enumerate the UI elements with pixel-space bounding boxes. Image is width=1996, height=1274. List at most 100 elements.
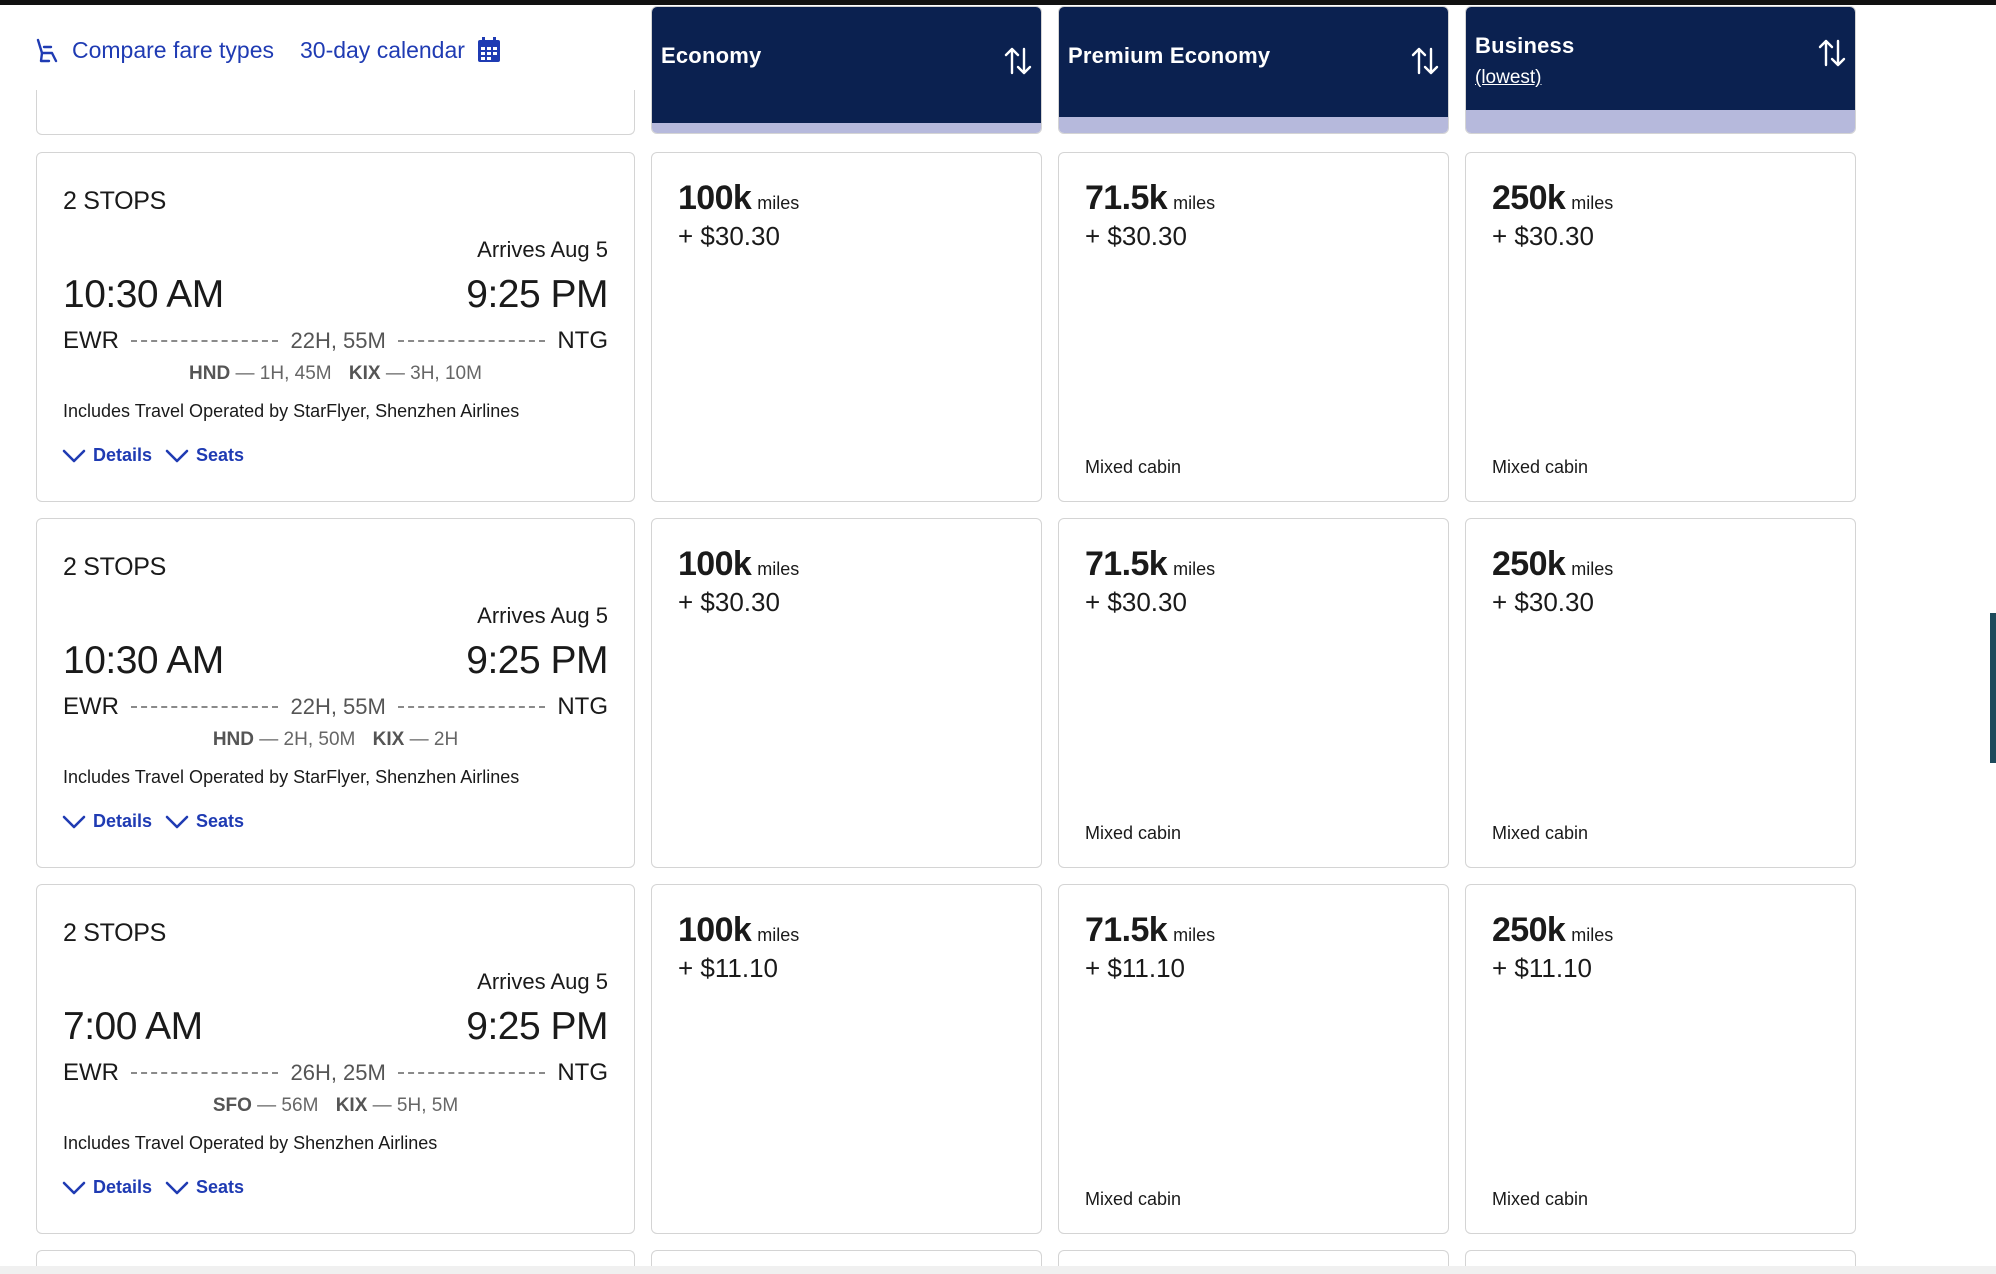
chevron-down-icon (62, 815, 86, 828)
fare-card-premium-economy[interactable]: 71.5k miles + $30.30 Mixed cabin (1058, 152, 1449, 502)
fare-card-premium-economy[interactable]: 71.5k miles + $11.10 Mixed cabin (1058, 884, 1449, 1234)
fare-miles: 100k (678, 545, 752, 583)
fare-card-economy[interactable]: 100k miles + $11.10 (651, 884, 1042, 1234)
flight-card: 2 STOPS Arrives Aug 5 10:30 AM 9:25 PM E… (36, 152, 635, 502)
fare-miles: 71.5k (1085, 179, 1168, 217)
layover-item: HND — 2H, 50M (212, 729, 356, 750)
fare-card-economy[interactable]: 100k miles + $30.30 (651, 518, 1042, 868)
operated-by: Includes Travel Operated by StarFlyer, S… (63, 767, 520, 787)
departure-time: 7:00 AM (63, 1005, 203, 1048)
flight-row: 2 STOPS Arrives Aug 5 10:30 AM 9:25 PM E… (0, 518, 1996, 868)
fare-miles: 250k (1492, 545, 1566, 583)
column-header-business[interactable]: Business (lowest) (1465, 6, 1856, 134)
flight-row: 2 STOPS Arrives Aug 5 10:30 AM 9:25 PM E… (0, 152, 1996, 502)
seats-toggle[interactable]: Seats (164, 445, 244, 466)
seats-toggle[interactable]: Seats (164, 811, 244, 832)
layover-item: SFO — 56M (212, 1095, 319, 1116)
sort-icon[interactable] (1410, 45, 1440, 77)
route-line: EWR 26H, 25M NTG (63, 1057, 608, 1089)
fare-cash: + $30.30 (1492, 587, 1594, 617)
fare-card-premium-economy[interactable]: 71.5k miles + $30.30 Mixed cabin (1058, 518, 1449, 868)
fare-cash: + $11.10 (678, 953, 779, 983)
fare-miles: 100k (678, 911, 752, 949)
destination-airport: NTG (557, 693, 608, 720)
cabin-note: Mixed cabin (1492, 1189, 1589, 1209)
layover-list: HND — 2H, 50M KIX — 2H (37, 729, 634, 751)
chevron-down-icon (165, 449, 189, 462)
cabin-note: Mixed cabin (1085, 457, 1182, 477)
fare-cash: + $30.30 (1492, 221, 1594, 251)
operated-by: Includes Travel Operated by Shenzhen Air… (63, 1133, 438, 1153)
column-label: Business (1475, 33, 1575, 58)
flight-duration: 22H, 55M (290, 328, 386, 353)
arrival-date: Arrives Aug 5 (477, 969, 608, 994)
layover-item: KIX — 5H, 5M (335, 1095, 459, 1116)
departure-time: 10:30 AM (63, 639, 224, 682)
origin-airport: EWR (63, 1059, 119, 1086)
bottom-strip (0, 1266, 1996, 1274)
next-flight-card (36, 1250, 635, 1270)
seats-toggle[interactable]: Seats (164, 1177, 244, 1198)
calendar-link[interactable]: 30-day calendar (300, 37, 501, 64)
details-toggle[interactable]: Details (61, 811, 152, 832)
origin-airport: EWR (63, 693, 119, 720)
arrival-time: 9:25 PM (466, 1005, 608, 1048)
layover-list: SFO — 56M KIX — 5H, 5M (37, 1095, 634, 1117)
fare-toolbar: Compare fare types 30-day calendar (34, 30, 501, 70)
operated-by: Includes Travel Operated by StarFlyer, S… (63, 401, 520, 421)
fare-miles: 250k (1492, 179, 1566, 217)
seat-icon (34, 37, 60, 63)
next-fare-card (1465, 1250, 1856, 1270)
layover-list: HND — 1H, 45M KIX — 3H, 10M (37, 363, 634, 385)
route-line: EWR 22H, 55M NTG (63, 325, 608, 357)
departure-time: 10:30 AM (63, 273, 224, 316)
flight-row: 2 STOPS Arrives Aug 5 7:00 AM 9:25 PM EW… (0, 884, 1996, 1234)
stops-label: 2 STOPS (63, 553, 167, 581)
arrival-time: 9:25 PM (466, 273, 608, 316)
details-toggle[interactable]: Details (61, 445, 152, 466)
side-scroll-tab[interactable] (1990, 613, 1996, 763)
sort-icon[interactable] (1003, 45, 1033, 77)
layover-item: HND — 1H, 45M (189, 363, 332, 384)
fare-card-business[interactable]: 250k miles + $30.30 Mixed cabin (1465, 152, 1856, 502)
origin-airport: EWR (63, 327, 119, 354)
cabin-note: Mixed cabin (1085, 823, 1182, 843)
flight-duration: 22H, 55M (290, 694, 386, 719)
calendar-label: 30-day calendar (299, 36, 465, 63)
fare-miles: 71.5k (1085, 545, 1168, 583)
compare-fare-types-label: Compare fare types (72, 36, 274, 63)
chevron-down-icon (62, 449, 86, 462)
stops-label: 2 STOPS (63, 919, 167, 947)
fare-cash: + $30.30 (1085, 221, 1187, 251)
fare-card-economy[interactable]: 100k miles + $30.30 (651, 152, 1042, 502)
destination-airport: NTG (557, 1059, 608, 1086)
flight-card: 2 STOPS Arrives Aug 5 10:30 AM 9:25 PM E… (36, 518, 635, 868)
fare-card-business[interactable]: 250k miles + $11.10 Mixed cabin (1465, 884, 1856, 1234)
details-toggle[interactable]: Details (61, 1177, 152, 1198)
compare-fare-types-link[interactable]: Compare fare types (34, 37, 274, 64)
arrival-date: Arrives Aug 5 (477, 603, 608, 628)
fare-cash: + $30.30 (678, 221, 780, 251)
fare-miles: 71.5k (1085, 911, 1168, 949)
flight-card: 2 STOPS Arrives Aug 5 7:00 AM 9:25 PM EW… (36, 884, 635, 1234)
calendar-icon (477, 37, 501, 63)
cabin-note: Mixed cabin (1492, 457, 1589, 477)
sort-icon[interactable] (1817, 37, 1847, 69)
cabin-note: Mixed cabin (1085, 1189, 1182, 1209)
column-header-economy[interactable]: Economy (651, 6, 1042, 134)
fare-card-business[interactable]: 250k miles + $30.30 Mixed cabin (1465, 518, 1856, 868)
fare-miles: 250k (1492, 911, 1566, 949)
previous-flight-card (36, 90, 635, 135)
fare-cash: + $11.10 (1492, 953, 1593, 983)
column-label: Premium Economy (1068, 43, 1271, 68)
next-fare-card (651, 1250, 1042, 1270)
chevron-down-icon (62, 1181, 86, 1194)
route-line: EWR 22H, 55M NTG (63, 691, 608, 723)
fare-cash: + $11.10 (1085, 953, 1186, 983)
top-edge (0, 0, 1996, 5)
arrival-date: Arrives Aug 5 (477, 237, 608, 262)
arrival-time: 9:25 PM (466, 639, 608, 682)
cabin-note: Mixed cabin (1492, 823, 1589, 843)
column-header-premium-economy[interactable]: Premium Economy (1058, 6, 1449, 134)
fare-miles: 100k (678, 179, 752, 217)
